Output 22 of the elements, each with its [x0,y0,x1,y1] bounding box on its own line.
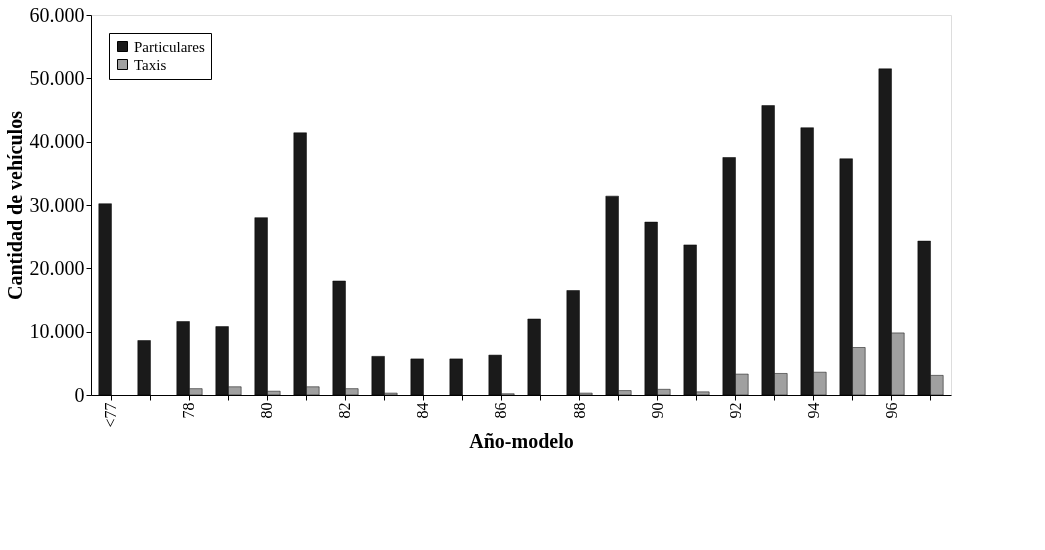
x-tick-label: 88 [570,402,588,419]
x-tick-label: 94 [804,402,822,419]
y-tick-label: 50.000 [29,66,85,89]
y-tick-label: 40.000 [29,130,85,153]
x-tick-label: 86 [492,402,510,419]
y-tick-label: 30.000 [29,193,85,216]
legend-label: Particulares [134,38,205,55]
x-tick-label: 92 [726,402,744,419]
x-tick-label: 90 [648,402,666,419]
x-tick-label: 82 [336,402,354,419]
x-tick-label: 96 [882,402,900,419]
y-tick-label: 20.000 [29,256,85,279]
x-tick-label: 78 [180,402,198,419]
x-tick-label: 84 [414,402,432,419]
y-axis-title: Cantidad de vehículos [3,110,26,300]
y-tick-label: 0 [74,383,85,406]
x-tick-label: <77 [102,402,120,428]
y-tick-label: 60.000 [29,3,85,26]
x-axis-title: Año-modelo [469,429,574,452]
x-tick-label: 80 [258,402,276,419]
legend-label: Taxis [134,56,167,73]
y-tick-label: 10.000 [29,320,85,343]
